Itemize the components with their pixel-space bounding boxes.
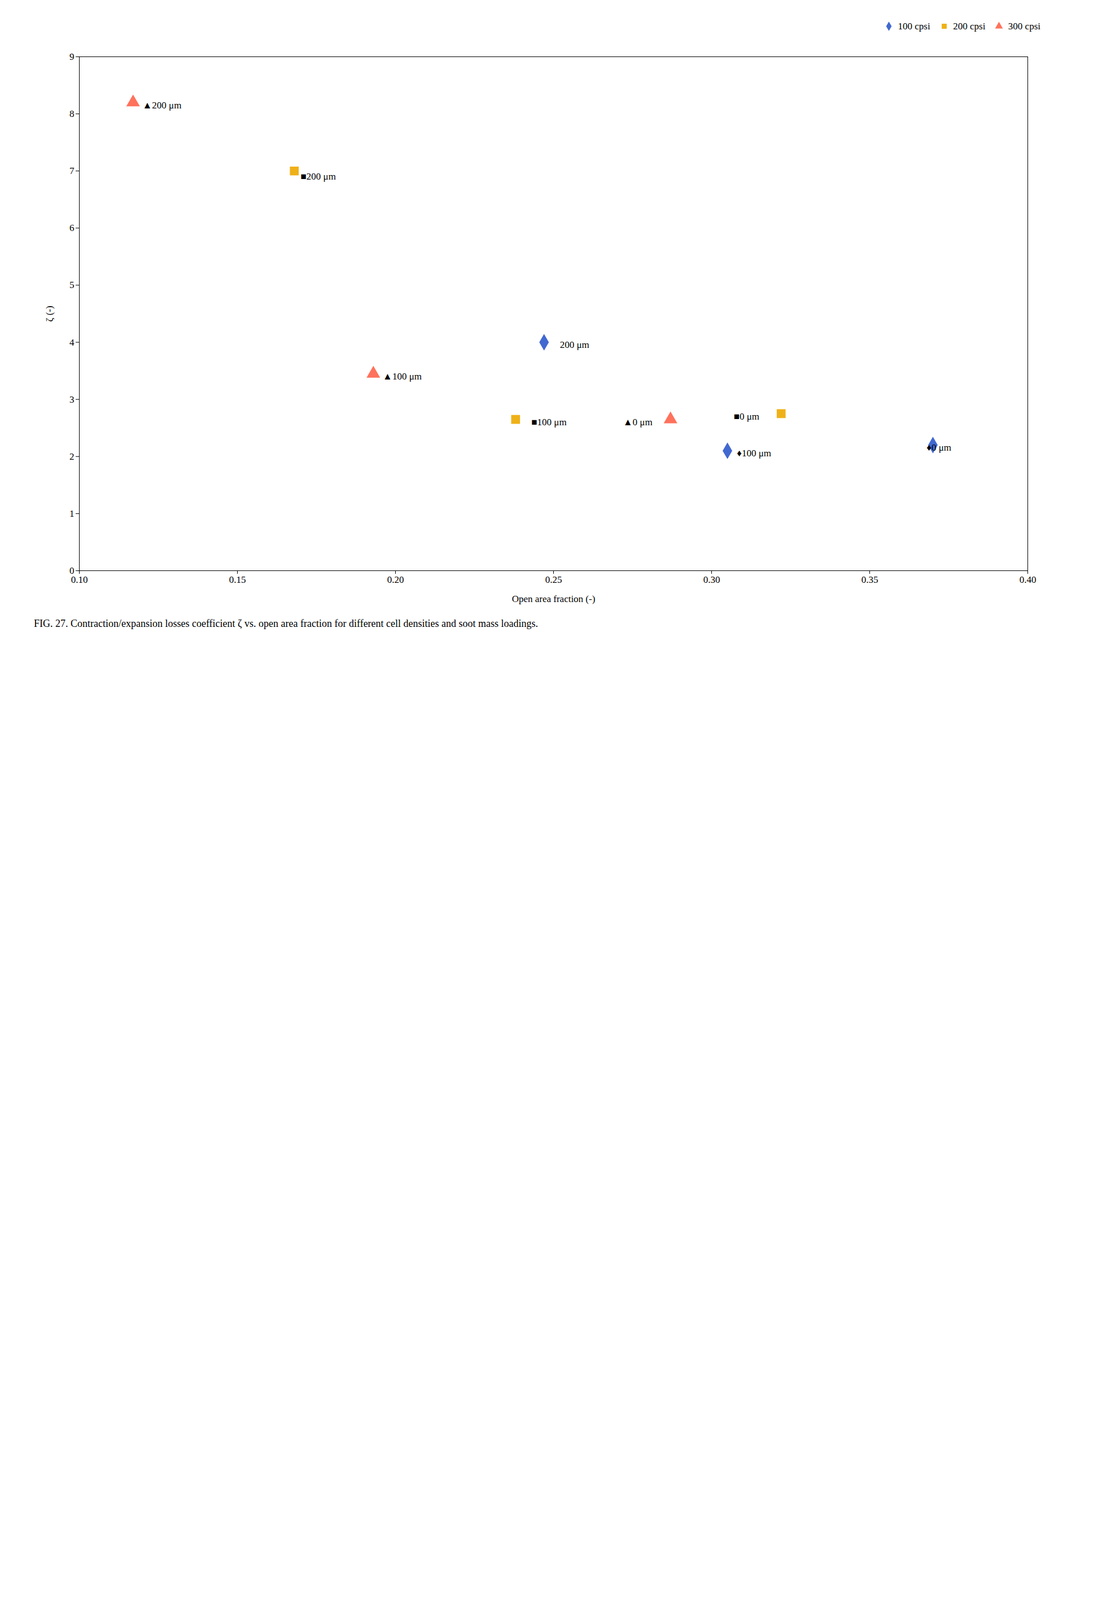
svg-text:▲100 μm: ▲100 μm (382, 370, 422, 382)
svg-text:7: 7 (69, 165, 75, 177)
svg-text:4: 4 (69, 336, 75, 348)
svg-text:0.20: 0.20 (387, 573, 405, 585)
svg-text:0.40: 0.40 (1019, 573, 1037, 585)
svg-text:0.15: 0.15 (229, 573, 247, 585)
svg-text:▲200 μm: ▲200 μm (142, 99, 182, 111)
svg-text:0.30: 0.30 (703, 573, 721, 585)
svg-text:■200 μm: ■200 μm (300, 170, 336, 182)
html-text:300 cpsi: 300 cpsi (1008, 20, 1041, 32)
html-text:200 cpsi: 200 cpsi (953, 20, 986, 32)
svg-text:8: 8 (69, 108, 75, 120)
svg-text:0: 0 (69, 564, 75, 576)
svg-text:5: 5 (69, 279, 75, 291)
svg-text:♦0 μm: ♦0 μm (926, 442, 952, 453)
html-text:FIG. 27. Contraction/expansion: FIG. 27. Contraction/expansion losses co… (33, 617, 539, 629)
html-text:100 cpsi: 100 cpsi (897, 20, 931, 32)
svg-text:0.10: 0.10 (71, 573, 89, 585)
svg-text:■0 μm: ■0 μm (733, 410, 760, 422)
svg-text:ζ (-): ζ (-) (44, 305, 55, 322)
svg-text:0.35: 0.35 (861, 573, 879, 585)
svg-text:2: 2 (69, 450, 75, 462)
svg-text:♦100 μm: ♦100 μm (736, 447, 772, 459)
svg-text:1: 1 (69, 507, 75, 519)
svg-text:▲0 μm: ▲0 μm (623, 416, 653, 427)
svg-text:Open area fraction (-): Open area fraction (-) (512, 592, 596, 604)
svg-text:■100 μm: ■100 μm (531, 416, 567, 427)
svg-text:9: 9 (69, 50, 75, 62)
svg-text:3: 3 (69, 393, 75, 405)
svg-text:0.25: 0.25 (545, 573, 563, 585)
svg-text:6: 6 (69, 222, 75, 234)
svg-text:200 μm: 200 μm (560, 339, 590, 351)
